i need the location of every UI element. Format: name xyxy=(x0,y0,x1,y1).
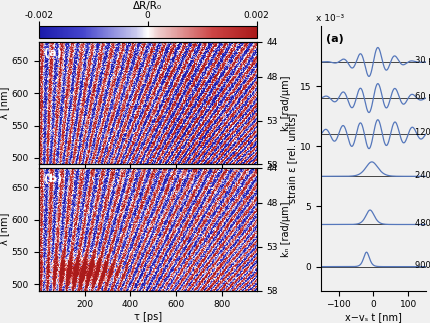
Text: (a): (a) xyxy=(326,34,344,44)
Y-axis label: λ [nm]: λ [nm] xyxy=(0,87,9,119)
Text: 120 ps: 120 ps xyxy=(415,129,430,138)
Text: (a): (a) xyxy=(44,48,62,58)
Text: x 10⁻³: x 10⁻³ xyxy=(316,14,344,23)
Text: 900 ps: 900 ps xyxy=(415,261,430,270)
Text: 240 ps: 240 ps xyxy=(415,171,430,180)
X-axis label: x−vₛ t [nm]: x−vₛ t [nm] xyxy=(345,312,402,322)
Text: 30 ps: 30 ps xyxy=(415,56,430,65)
Y-axis label: kₙ [rad/μm]: kₙ [rad/μm] xyxy=(281,202,291,257)
Y-axis label: strain ε [rel. units]: strain ε [rel. units] xyxy=(287,113,297,203)
Y-axis label: λ [nm]: λ [nm] xyxy=(0,213,9,245)
Text: 60 ps: 60 ps xyxy=(415,92,430,101)
Y-axis label: kₙ [rad/μm]: kₙ [rad/μm] xyxy=(281,75,291,131)
Text: (b): (b) xyxy=(44,174,62,184)
Title: ΔR/R₀: ΔR/R₀ xyxy=(133,1,162,11)
X-axis label: τ [ps]: τ [ps] xyxy=(134,312,162,322)
Text: 480 ps: 480 ps xyxy=(415,219,430,228)
